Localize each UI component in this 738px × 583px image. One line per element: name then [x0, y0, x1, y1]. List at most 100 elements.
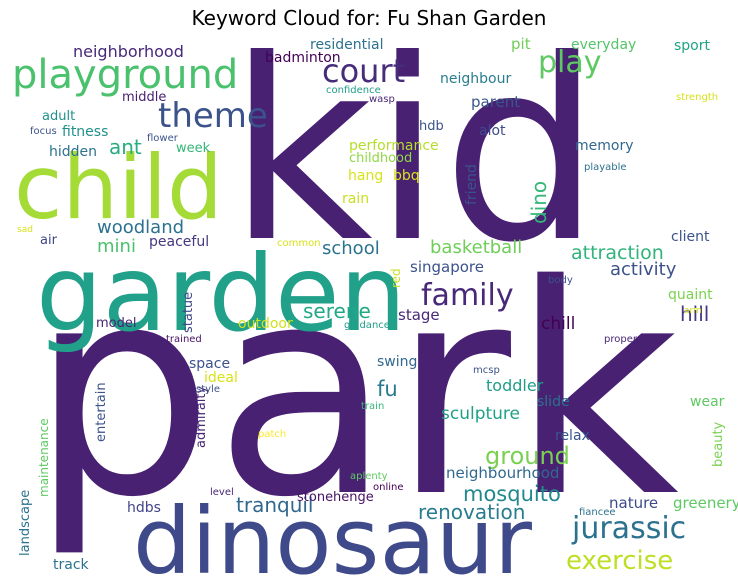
word-red: red — [389, 268, 403, 288]
word-attraction: attraction — [571, 242, 664, 264]
word-adult: adult — [42, 109, 75, 124]
word-middle: middle — [122, 90, 166, 105]
word-rain: rain — [342, 191, 369, 207]
word-sport: sport — [674, 38, 711, 54]
word-hidden: hidden — [49, 144, 97, 160]
word-exercise: exercise — [566, 546, 673, 576]
word-dino: dino — [527, 181, 551, 224]
word-pit: pit — [511, 35, 531, 53]
word-week: week — [176, 141, 211, 156]
word-mcsp: mcsp — [473, 365, 500, 376]
word-everyday: everyday — [571, 37, 636, 53]
word-patch: patch — [258, 429, 286, 440]
word-activity: activity — [610, 259, 677, 280]
word-cloud: kidparkgardenchilddinosaurplaygroundthem… — [12, 28, 738, 583]
word-stonehenge: stonehenge — [297, 490, 374, 505]
word-entertain: entertain — [94, 382, 109, 442]
word-guidance: guidance — [344, 320, 390, 331]
word-style: style — [196, 384, 220, 395]
word-admiralty: admiralty — [194, 385, 209, 448]
word-body: body — [548, 275, 573, 286]
word-neighbourhood: neighbourhood — [446, 464, 559, 482]
word-renovation: renovation — [418, 500, 525, 524]
word-common: common — [277, 238, 321, 249]
word-court: court — [322, 52, 405, 90]
word-toddler: toddler — [486, 376, 544, 395]
word-wasp: wasp — [369, 94, 395, 105]
word-track: track — [53, 557, 90, 573]
word-train: train — [361, 401, 384, 412]
word-confidence: confidence — [326, 85, 381, 96]
word-memory: memory — [575, 138, 634, 154]
word-ideal: ideal — [204, 370, 238, 386]
word-performance: performance — [349, 138, 439, 154]
word-hill: hill — [680, 302, 709, 326]
word-statue: statue — [181, 292, 196, 333]
word-sculpture: sculpture — [441, 404, 520, 424]
word-park: park — [30, 224, 679, 561]
word-play: play — [538, 45, 602, 80]
word-wear: wear — [690, 394, 725, 410]
word-beauty: beauty — [711, 421, 726, 467]
word-greenery: greenery — [673, 494, 738, 512]
word-school: school — [322, 238, 380, 259]
word-outdoor: outdoor — [238, 316, 293, 332]
word-residential: residential — [310, 37, 383, 53]
word-hdbs: hdbs — [127, 500, 161, 516]
word-focus: focus — [30, 126, 57, 137]
word-air: air — [40, 233, 58, 248]
word-model: model — [96, 316, 136, 331]
word-stage: stage — [398, 306, 440, 324]
word-neighbour: neighbour — [440, 71, 511, 87]
word-aplenty: aplenty — [350, 471, 388, 482]
word-trained: trained — [166, 334, 202, 345]
word-neighborhood: neighborhood — [73, 42, 184, 61]
word-child: child — [14, 136, 223, 239]
word-basketball: basketball — [430, 237, 522, 258]
word-online: online — [373, 482, 404, 493]
word-hang: hang — [348, 168, 383, 184]
word-quaint: quaint — [668, 287, 713, 303]
word-theme: theme — [158, 96, 268, 136]
word-ant: ant — [109, 135, 142, 159]
word-singapore: singapore — [410, 258, 484, 276]
word-tranquil: tranquil — [236, 493, 313, 517]
word-jurassic: jurassic — [571, 511, 686, 546]
word-alot: alot — [479, 123, 506, 139]
word-client: client — [671, 229, 710, 245]
word-serene: serene — [303, 299, 371, 323]
chart-title: Keyword Cloud for: Fu Shan Garden — [191, 6, 547, 30]
word-space: space — [189, 356, 230, 372]
word-kid: kid — [228, 28, 601, 297]
word-sad: sad — [17, 225, 33, 235]
word-swing: swing — [377, 354, 417, 370]
word-strength: strength — [676, 92, 718, 103]
word-landscape: landscape — [18, 490, 33, 556]
word-maintenance: maintenance — [37, 418, 51, 497]
word-badminton: badminton — [265, 50, 341, 66]
word-level: level — [210, 487, 234, 498]
word-fitness: fitness — [62, 124, 108, 140]
word-parent: parent — [471, 93, 520, 111]
word-flower: flower — [147, 133, 179, 144]
word-playground: playground — [12, 52, 238, 98]
word-ground: ground — [485, 442, 570, 470]
word-family: family — [421, 278, 514, 313]
word-arm: arm — [684, 306, 702, 316]
word-childhood: childhood — [349, 151, 412, 166]
word-garden: garden — [36, 233, 406, 355]
word-bbq: bbq — [393, 168, 420, 184]
word-relax: relax — [555, 428, 590, 444]
word-hdb: hdb — [419, 119, 444, 134]
word-playable: playable — [584, 162, 627, 173]
word-fiancee: fiancee — [579, 507, 616, 518]
word-friend: friend — [464, 164, 480, 205]
word-proper: proper — [604, 334, 638, 345]
word-nature: nature — [609, 494, 658, 512]
word-dinosaur: dinosaur — [133, 488, 532, 583]
word-woodland: woodland — [97, 217, 184, 238]
word-mosquito: mosquito — [463, 482, 561, 506]
word-fu: fu — [377, 377, 398, 401]
word-peaceful: peaceful — [149, 234, 209, 250]
